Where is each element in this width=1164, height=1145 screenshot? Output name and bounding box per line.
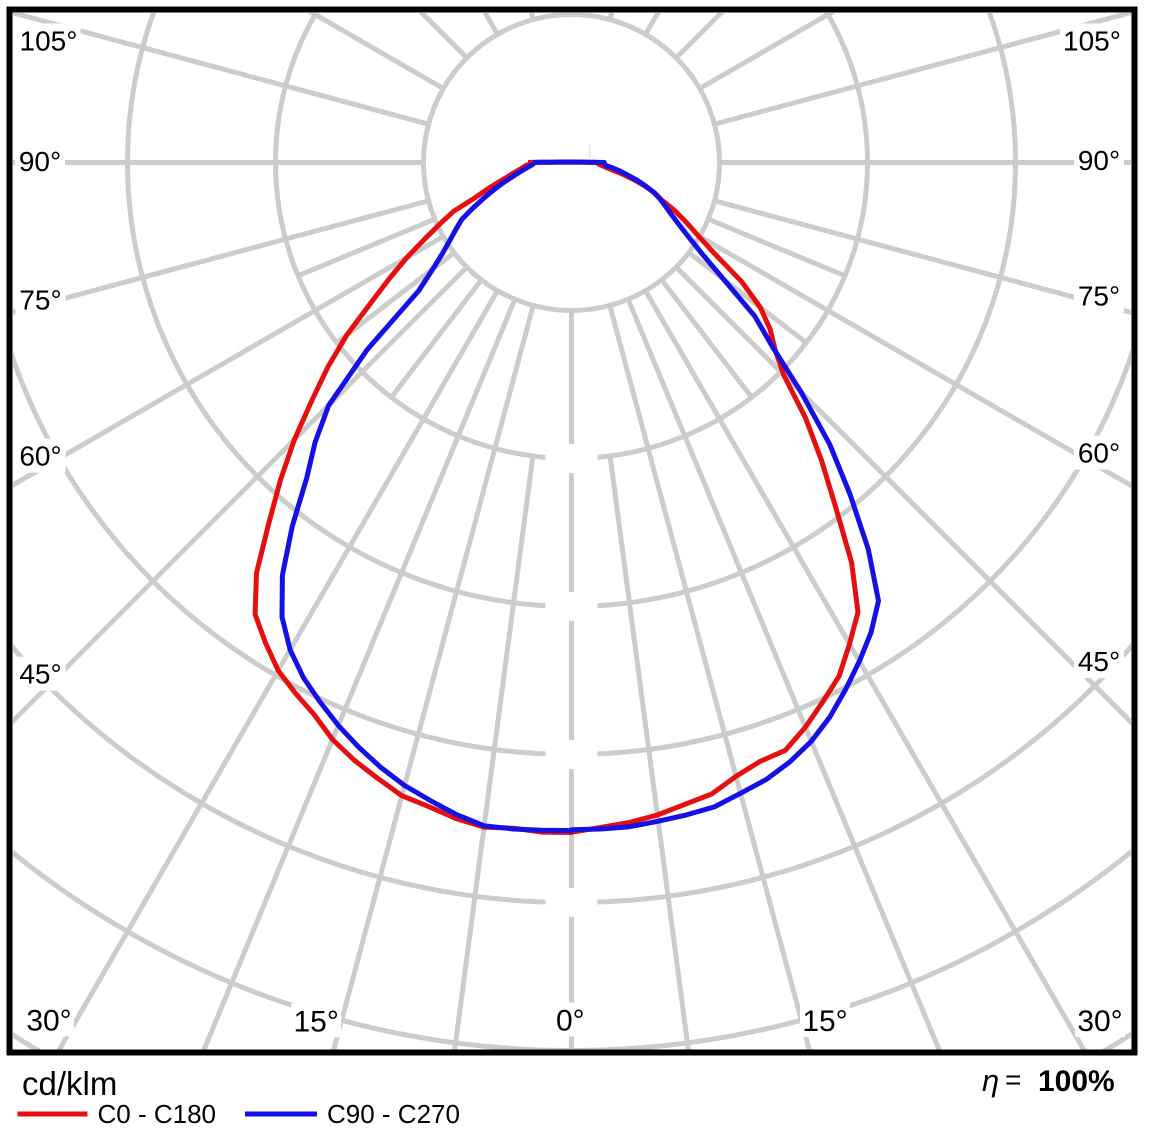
svg-text:100%: 100% <box>1038 1065 1115 1098</box>
svg-text:60°: 60° <box>19 441 61 472</box>
svg-text:η: η <box>982 1063 999 1098</box>
svg-text:45°: 45° <box>19 659 61 690</box>
svg-text:75°: 75° <box>1078 280 1120 311</box>
svg-text:0°: 0° <box>556 1005 585 1038</box>
svg-text:60°: 60° <box>1078 438 1120 469</box>
svg-text:30°: 30° <box>26 1005 71 1038</box>
svg-text:15°: 15° <box>802 1005 847 1038</box>
svg-text:C90 - C270: C90 - C270 <box>327 1099 460 1129</box>
svg-text:30°: 30° <box>1077 1005 1122 1038</box>
svg-text:90°: 90° <box>19 146 61 177</box>
svg-text:105°: 105° <box>20 26 78 57</box>
svg-text:cd/klm: cd/klm <box>22 1065 117 1102</box>
svg-text:=: = <box>1005 1064 1021 1095</box>
svg-text:45°: 45° <box>1078 646 1120 677</box>
svg-text:15°: 15° <box>294 1006 339 1039</box>
svg-text:C0 - C180: C0 - C180 <box>98 1099 217 1129</box>
svg-text:90°: 90° <box>1078 145 1120 176</box>
svg-text:105°: 105° <box>1063 25 1121 56</box>
svg-text:75°: 75° <box>19 285 61 316</box>
